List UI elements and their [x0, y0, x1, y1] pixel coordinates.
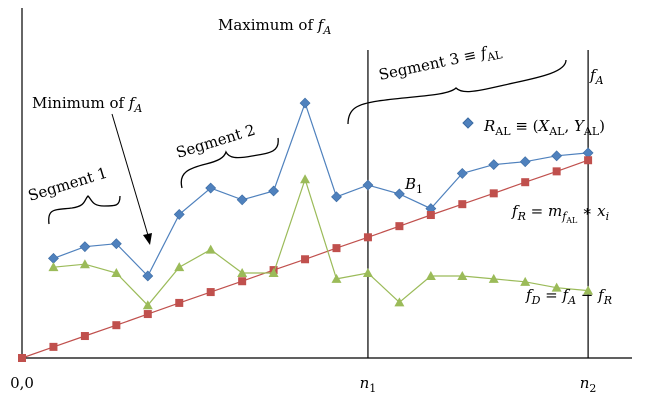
- f-a-point-5: [205, 182, 217, 194]
- r-al-marker: [462, 117, 474, 129]
- f-a-point-15: [519, 156, 531, 168]
- f-d-point-6: [237, 268, 248, 278]
- f-d-point-16: [551, 282, 562, 292]
- segment3-label: Segment 3 ≡ fAL: [377, 40, 504, 87]
- f-a-point-6: [236, 194, 248, 206]
- f-r-point-13: [426, 211, 435, 220]
- f-a-point-9: [331, 191, 342, 203]
- f-r-series-label: fR = mfAL ∗ xi: [511, 202, 609, 225]
- f-d-point-14: [488, 273, 499, 283]
- f-a-point-0: [48, 252, 59, 264]
- f-r-point-16: [521, 178, 530, 187]
- segment1-label: Segment 1: [26, 164, 110, 205]
- f-r-point-11: [363, 233, 372, 242]
- maximum-label: Maximum of fA: [218, 16, 331, 37]
- f-r-point-4: [143, 310, 152, 319]
- f-d-point-5: [205, 244, 216, 254]
- f-d-point-13: [457, 270, 468, 280]
- f-d-point-1: [79, 259, 90, 269]
- f-r-point-15: [489, 189, 498, 198]
- r-al-label: RAL ≡ (XAL, YAL): [483, 117, 605, 138]
- minimum-label: Minimum of fA: [32, 94, 142, 115]
- x-tick-label-n1: n1: [360, 374, 377, 395]
- segment2-label: Segment 2: [174, 121, 258, 162]
- f-d-point-0: [48, 262, 59, 272]
- f-a-series-label: fA: [589, 66, 604, 87]
- f-d-point-17: [583, 285, 594, 295]
- segment3-brace: [347, 59, 567, 125]
- f-r-point-10: [332, 244, 341, 253]
- f-d-point-12: [425, 270, 436, 280]
- f-d-series-label: fD = fA − fR: [525, 286, 612, 307]
- f-r-point-6: [206, 288, 215, 297]
- f-a-point-11: [393, 188, 405, 200]
- f-r-point-9: [301, 255, 310, 264]
- f-a-point-1: [79, 241, 91, 253]
- f-d-point-8: [300, 174, 311, 184]
- f-d-point-3: [142, 300, 153, 310]
- f-a-point-16: [551, 150, 563, 162]
- segment1-brace: [48, 195, 121, 225]
- f-a-point-10: [362, 179, 374, 191]
- f-r-point-0: [18, 354, 26, 362]
- f-r-point-14: [458, 200, 467, 209]
- f-r-point-2: [80, 332, 89, 341]
- f-a-point-14: [488, 159, 500, 171]
- segment2-brace: [180, 137, 279, 189]
- f-d-point-10: [362, 268, 373, 278]
- x-tick-label-n2: n2: [580, 374, 597, 395]
- b1-label: B1: [404, 175, 423, 196]
- f-d-line: [53, 177, 589, 307]
- x-tick-label-0-0: 0,0: [10, 374, 34, 392]
- f-a-point-13: [456, 167, 468, 179]
- f-r-point-3: [112, 321, 121, 330]
- f-a-point-7: [268, 185, 280, 197]
- f-a-point-2: [110, 238, 122, 250]
- f-r-point-17: [552, 167, 561, 176]
- f-r-point-7: [238, 277, 247, 286]
- f-r-point-1: [49, 342, 58, 351]
- series-layer: [18, 97, 594, 362]
- f-d-point-4: [174, 262, 185, 272]
- f-d-point-11: [394, 297, 405, 307]
- f-r-point-18: [584, 156, 593, 165]
- f-d-point-15: [520, 276, 531, 286]
- f-a-point-8: [299, 97, 311, 109]
- f-a-point-4: [173, 209, 185, 220]
- f-a-line: [53, 101, 589, 278]
- f-d-point-2: [111, 268, 122, 278]
- f-r-point-5: [175, 298, 184, 307]
- f-d-point-7: [268, 268, 279, 278]
- f-r-point-12: [395, 222, 404, 231]
- minimum-arrowhead: [143, 233, 152, 245]
- minimum-arrow: [111, 113, 151, 243]
- f-a-point-3: [142, 270, 154, 282]
- tick-label-layer: 0,0 n1 n2: [10, 374, 596, 395]
- f-d-point-9: [331, 273, 342, 283]
